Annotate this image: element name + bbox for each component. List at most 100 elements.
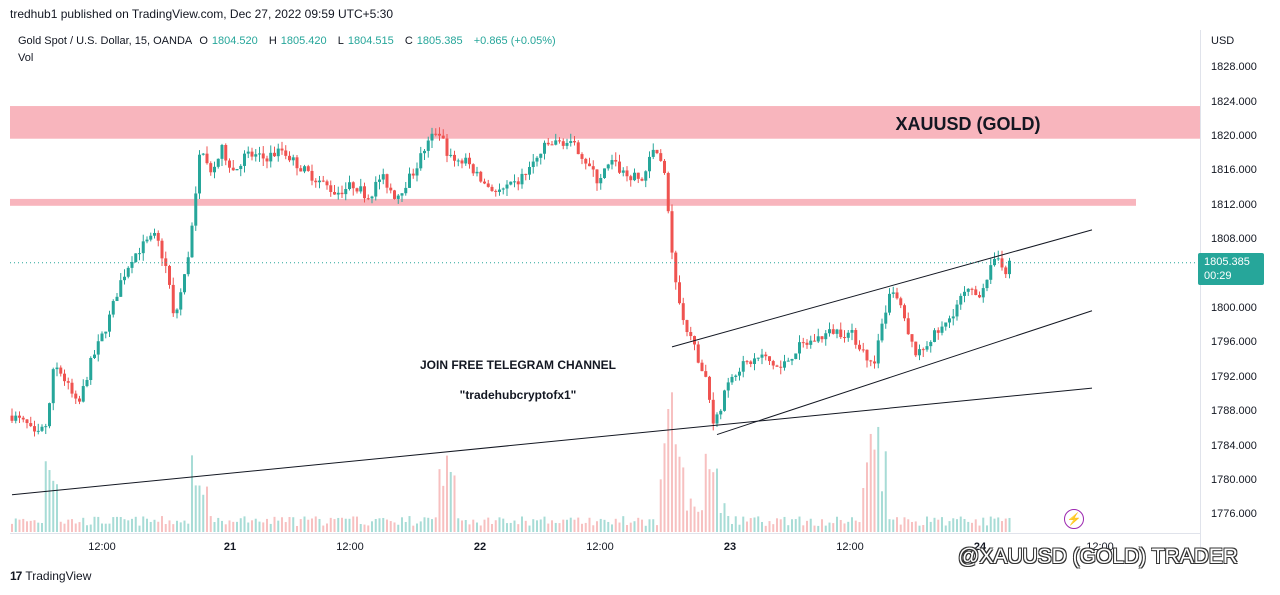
symbol-name[interactable]: Gold Spot / U.S. Dollar, 15, OANDA: [18, 35, 193, 47]
resistance-zone: [10, 106, 1200, 139]
volume-bar: [641, 519, 643, 532]
price-scale[interactable]: USD 1828.000 1824.000 1820.000 1816.000 1812…: [1200, 30, 1280, 560]
volume-bar: [862, 488, 865, 532]
candle-body: [516, 181, 520, 185]
candle-body: [599, 178, 603, 184]
candle-body: [993, 258, 996, 266]
volume-bar: [146, 518, 148, 532]
candle-body: [659, 153, 663, 161]
candle-body: [835, 329, 839, 334]
volume-bar: [434, 517, 437, 532]
volume-bar: [742, 516, 745, 532]
candle-body: [29, 423, 33, 427]
candle-body: [483, 181, 486, 184]
price-tick: 1816.000: [1211, 164, 1257, 177]
volume-bar: [956, 519, 958, 532]
volume-bar: [457, 518, 460, 532]
candle-body: [820, 336, 824, 340]
candle-body: [813, 340, 816, 342]
candle-body: [689, 332, 693, 337]
candle-body: [768, 356, 771, 362]
volume-bar: [509, 522, 512, 532]
volume-bar: [108, 523, 111, 532]
candle-body: [576, 142, 580, 155]
candle-body: [231, 167, 235, 171]
candle-body: [119, 280, 123, 297]
candle-body: [903, 305, 906, 319]
price-tick: 1808.000: [1211, 233, 1257, 246]
candle-body: [648, 156, 651, 172]
candle-body: [925, 346, 929, 350]
volume-bar: [596, 521, 598, 532]
candle-body: [258, 153, 261, 155]
candle-body: [734, 375, 738, 377]
candle-body: [66, 381, 70, 383]
candle-body: [220, 145, 224, 159]
time-axis[interactable]: 12:00 21 12:00 22 12:00 23 12:00 24 12:00: [10, 533, 1200, 560]
candle-body: [880, 323, 884, 341]
volume-bar: [858, 522, 861, 532]
volume-bar: [513, 520, 516, 532]
volume-bar: [854, 520, 857, 532]
candle-body: [265, 158, 269, 162]
candle-body: [794, 353, 798, 359]
candle-body: [235, 169, 239, 171]
candle-body: [929, 341, 933, 347]
volume-bar: [404, 521, 407, 532]
volume-bar: [787, 525, 790, 532]
volume-bar: [52, 480, 55, 532]
candle-body: [561, 141, 565, 146]
volume-bar: [442, 485, 445, 532]
candle-body: [741, 361, 745, 372]
candle-body: [411, 173, 415, 176]
candle-body: [914, 341, 918, 356]
candle-body: [453, 154, 456, 161]
candle-body: [603, 168, 606, 179]
candle-body: [78, 398, 81, 402]
volume-label[interactable]: Vol: [18, 52, 34, 64]
volume-bar: [356, 516, 358, 532]
volume-bar: [798, 516, 801, 532]
volume-bar: [652, 519, 655, 532]
volume-bar: [543, 516, 546, 532]
candle-body: [494, 190, 498, 192]
volume-bar: [577, 517, 580, 532]
bar-countdown: 00:29: [1204, 270, 1232, 282]
candle-body: [760, 354, 764, 358]
candle-body: [978, 295, 981, 298]
time-tick: 21: [223, 541, 237, 553]
candle-body: [96, 341, 100, 355]
volume-bar: [44, 461, 47, 532]
price-chart[interactable]: XAUUSD (GOLD) JOIN FREE TELEGRAM CHANNEL…: [10, 30, 1200, 560]
candle-body: [123, 276, 126, 281]
candle-body: [906, 318, 910, 335]
volume-bar: [288, 517, 291, 532]
volume-bar: [929, 521, 932, 532]
volume-bar: [292, 517, 295, 532]
volume-bar: [659, 479, 662, 532]
volume-bar: [791, 519, 793, 532]
tradingview-brand[interactable]: 17 TradingView: [10, 569, 91, 583]
volume-bar: [697, 511, 700, 532]
candle-body: [363, 186, 366, 199]
candle-body: [588, 163, 591, 167]
lightning-icon[interactable]: ⚡: [1064, 509, 1084, 529]
volume-bar: [847, 521, 850, 532]
candle-body: [333, 191, 336, 195]
volume-bar: [33, 520, 36, 532]
volume-bar: [284, 522, 287, 532]
candle-body: [509, 181, 513, 185]
candle-body: [565, 142, 569, 146]
volume-bar: [123, 519, 126, 532]
volume-bar: [329, 517, 332, 532]
candle-body: [573, 141, 576, 143]
volume-bar: [768, 521, 771, 532]
candle-body: [801, 342, 805, 344]
volume-bar: [974, 519, 977, 532]
candle-body: [434, 133, 438, 135]
volume-bar: [221, 520, 223, 532]
candle-body: [276, 148, 280, 157]
volume-bar: [648, 519, 651, 532]
trendline-2: [671, 229, 1093, 348]
candle-body: [81, 386, 85, 402]
